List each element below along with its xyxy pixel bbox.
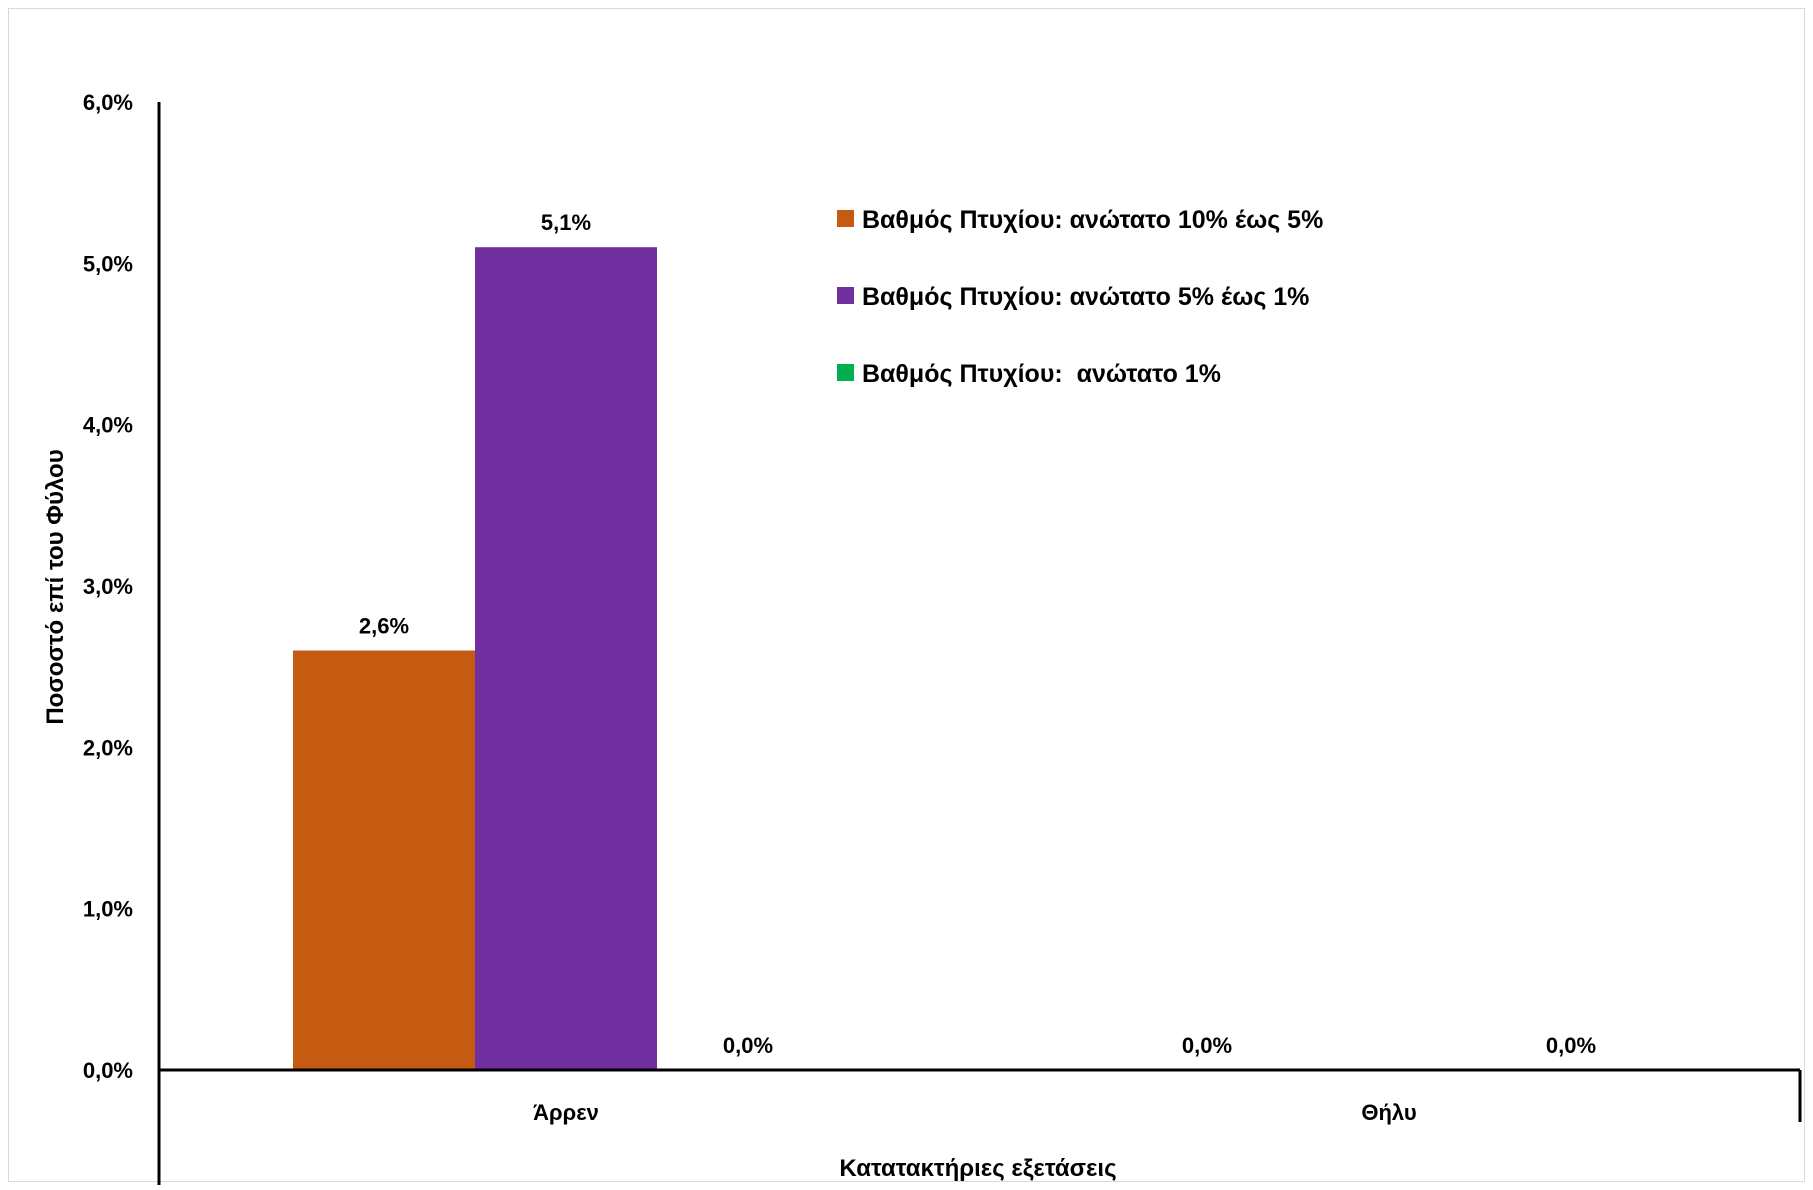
x-category-label: Θήλυ <box>1361 1100 1416 1125</box>
y-tick-label: 0,0% <box>83 1058 133 1083</box>
x-category-label: Άρρεν <box>533 1100 599 1125</box>
legend-swatch <box>837 287 854 304</box>
y-tick-label: 4,0% <box>83 413 133 438</box>
axes-layer <box>157 102 1802 1185</box>
y-axis-title: Ποσοστό επί του Φύλου <box>42 449 69 724</box>
legend-label: Βαθμός Πτυχίου: ανώτατο 5% έως 1% <box>862 283 1309 311</box>
legend-label: Βαθμός Πτυχίου: ανώτατο 1% <box>862 360 1221 388</box>
bars-layer <box>293 247 657 1070</box>
bar-data-label: 0,0% <box>723 1033 773 1058</box>
y-tick-label: 3,0% <box>83 574 133 599</box>
y-tick-labels: 0,0% 1,0% 2,0% 3,0% 4,0% 5,0% 6,0% <box>83 90 133 1083</box>
legend-swatch <box>837 210 854 227</box>
bar-data-label: 5,1% <box>541 210 591 235</box>
bar-data-label: 2,6% <box>359 614 409 639</box>
bar <box>475 247 657 1070</box>
category-labels: Άρρεν Θήλυ <box>533 1100 1417 1125</box>
y-tick-label: 2,0% <box>83 735 133 760</box>
data-labels: 2,6% 0,0% 5,1% 0,0% 0,0% <box>359 210 1596 1058</box>
chart-frame <box>8 8 1805 1182</box>
y-tick-label: 1,0% <box>83 897 133 922</box>
x-axis-title: Κατατακτήριες εξετάσεις <box>839 1155 1116 1182</box>
legend-swatch <box>837 364 854 381</box>
bar-data-label: 0,0% <box>1546 1033 1596 1058</box>
legend: Βαθμός Πτυχίου: ανώτατο 10% έως 5% Βαθμός… <box>837 206 1323 388</box>
legend-label: Βαθμός Πτυχίου: ανώτατο 10% έως 5% <box>862 206 1323 234</box>
bar <box>293 650 475 1070</box>
y-tick-label: 5,0% <box>83 251 133 276</box>
bar-data-label: 0,0% <box>1182 1033 1232 1058</box>
y-tick-label: 6,0% <box>83 90 133 115</box>
